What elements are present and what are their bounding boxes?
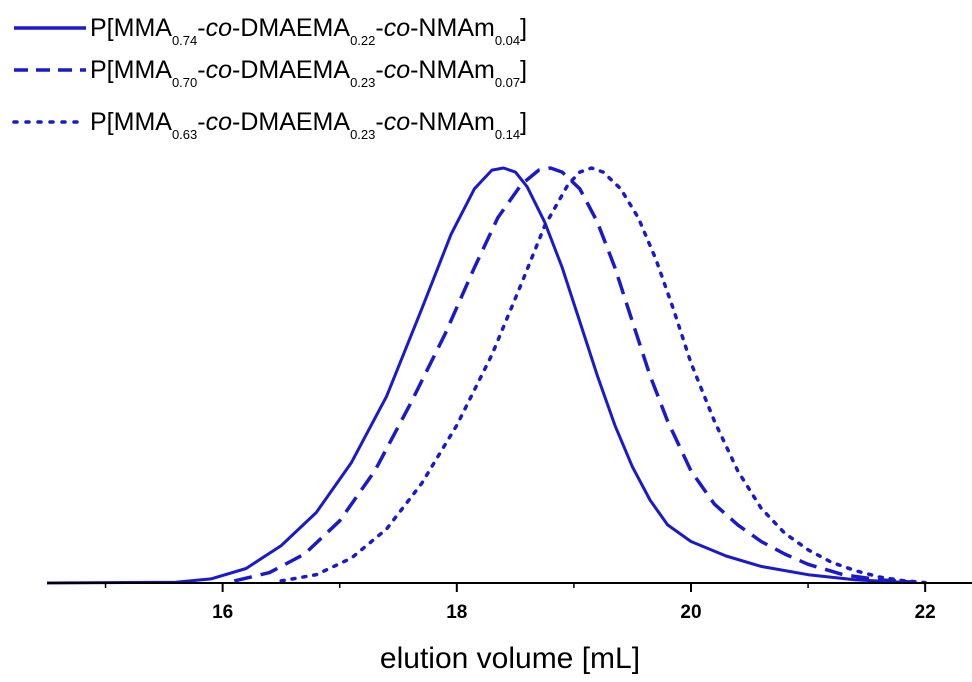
series-line-1 — [46, 166, 902, 585]
series-line-2 — [233, 166, 914, 584]
legend-entry-1: P[MMA0.74-co-DMAEMA0.22-co-NMAm0.04] — [90, 14, 527, 48]
legend-entry-3: P[MMA0.63-co-DMAEMA0.23-co-NMAm0.14] — [90, 108, 527, 142]
x-axis-label: elution volume [mL] — [380, 642, 640, 675]
x-tick-label-18: 18 — [446, 602, 467, 623]
plot-area — [46, 166, 927, 585]
x-tick-label-20: 20 — [680, 602, 701, 623]
series-line-3 — [279, 166, 927, 585]
legend: P[MMA0.74-co-DMAEMA0.22-co-NMAm0.04] P[MM… — [12, 14, 527, 142]
legend-entry-2: P[MMA0.70-co-DMAEMA0.23-co-NMAm0.07] — [90, 56, 527, 90]
x-axis-ticks: 16 18 20 22 — [104, 583, 936, 623]
x-tick-label-22: 22 — [915, 602, 936, 623]
x-tick-label-16: 16 — [212, 602, 233, 623]
